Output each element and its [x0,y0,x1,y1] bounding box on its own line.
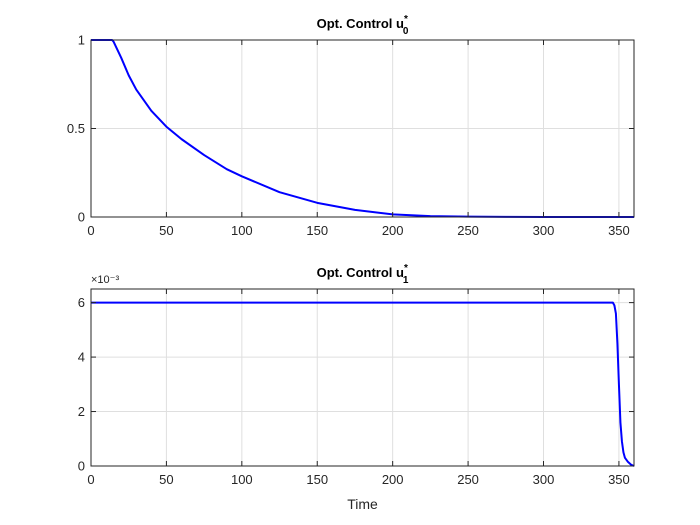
x-tick-label: 100 [231,223,253,238]
x-tick-label: 250 [457,223,479,238]
chart-title-main: Opt. Control u [317,265,404,280]
chart-title-superscript: * [404,14,408,25]
y-tick-label: 2 [78,404,85,419]
y-tick-label: 0 [78,210,85,225]
series-line [91,301,635,467]
x-tick-label: 250 [457,472,479,487]
chart-title-subscript: 0 [403,26,409,37]
x-axis-label: Time [347,496,378,512]
x-tick-label: 350 [608,223,630,238]
x-tick-label: 350 [608,472,630,487]
x-tick-label: 200 [382,223,404,238]
x-tick-label: 0 [87,472,94,487]
plot-area [91,289,634,466]
x-tick-label: 300 [533,472,555,487]
y-tick-label: 0 [78,459,85,474]
y-tick-label: 4 [78,350,85,365]
y-axis-exponent: ×10⁻³ [91,274,119,286]
subplot-1: 0 50 100 150 200 250 300 350 0 0.5 1 Opt. Control u… [67,14,635,238]
subplot-2: 0 50 100 150 200 250 300 350 0 2 4 6 Opt. Control u*… [78,263,635,512]
x-tick-label: 0 [87,223,94,238]
chart-title-superscript: * [404,263,408,274]
chart-title-subscript: 1 [403,275,409,286]
x-tick-label: 200 [382,472,404,487]
x-tick-label: 100 [231,472,253,487]
axes-box [90,288,635,467]
x-tick-label: 50 [159,472,173,487]
x-tick-label: 50 [159,223,173,238]
y-tick-label: 0.5 [67,121,85,136]
chart-title: Opt. Control u* 0 [317,14,409,37]
chart-title-main: Opt. Control u [317,16,404,31]
x-tick-label: 150 [306,472,328,487]
y-tick-label: 1 [78,33,85,48]
y-tick-label: 6 [78,295,85,310]
x-tick-label: 150 [306,223,328,238]
chart-title: Opt. Control u* 1 [317,263,409,286]
x-tick-label: 300 [533,223,555,238]
